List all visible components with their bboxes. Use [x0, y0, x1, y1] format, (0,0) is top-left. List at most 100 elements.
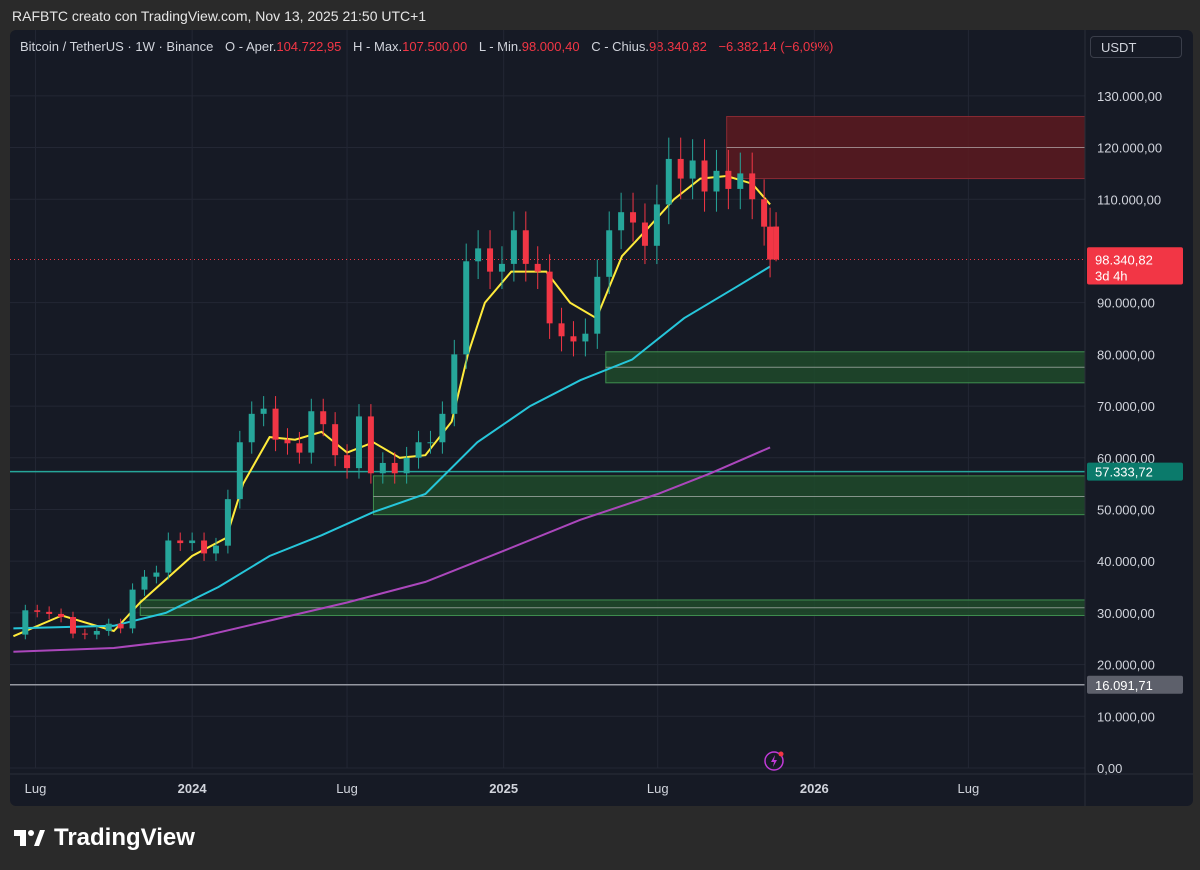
candle-body	[767, 226, 774, 260]
candle-body	[296, 443, 303, 453]
y-tick-label: 90.000,00	[1097, 296, 1155, 311]
y-tick-label: 110.000,00	[1097, 192, 1161, 207]
candle-body	[272, 408, 279, 440]
candle-body	[58, 613, 65, 618]
candle-body	[570, 336, 577, 342]
candle-body	[391, 462, 398, 474]
candle-body	[606, 230, 613, 277]
candle-body	[93, 630, 100, 635]
chart-panel[interactable]: Bitcoin / TetherUS · 1W · Binance O - Ap…	[10, 30, 1193, 806]
candle-body	[165, 540, 172, 573]
brand-name: TradingView	[54, 824, 195, 851]
alert-dot	[778, 751, 784, 757]
moving-average-line	[13, 174, 771, 638]
candle-body	[451, 354, 458, 414]
candle-body	[546, 271, 553, 324]
candle-body	[487, 248, 494, 272]
alert-lightning-icon	[764, 751, 784, 771]
candle-body	[582, 333, 589, 342]
candle-body	[355, 416, 362, 469]
y-tick-label: 70.000,00	[1097, 399, 1155, 414]
candle-body	[463, 261, 470, 355]
x-tick-label: 2026	[800, 781, 829, 796]
close-value: 98.340,82	[649, 39, 707, 54]
tradingview-brand[interactable]: TradingView	[12, 824, 195, 852]
candle-body	[725, 170, 732, 189]
tradingview-logo-icon	[14, 830, 45, 846]
candle-body	[236, 442, 243, 500]
open-value: 104.722,95	[276, 39, 342, 54]
y-tick-label: 0,00	[1097, 761, 1122, 776]
candle-body	[534, 263, 541, 272]
candle-body	[689, 160, 696, 179]
moving-average-line	[13, 265, 771, 630]
candle-body	[630, 212, 637, 223]
candle-body	[475, 248, 482, 262]
candle-body	[653, 204, 660, 246]
candle-body	[677, 158, 684, 179]
open-label: O - Aper.	[225, 39, 277, 54]
price-badge-label: 16.091,71	[1095, 678, 1153, 693]
zone-green	[372, 475, 1086, 516]
x-tick-label: Lug	[25, 781, 47, 796]
candle-body	[713, 170, 720, 192]
candle-body	[332, 424, 339, 456]
candle-body	[129, 589, 136, 629]
candle-body	[248, 413, 255, 443]
candle-body	[618, 212, 625, 231]
price-badge	[1087, 675, 1183, 694]
candle-body	[141, 576, 148, 590]
candle-body	[403, 457, 410, 474]
candle-body	[701, 160, 708, 192]
candle-body	[212, 545, 219, 554]
candle-body	[81, 633, 88, 635]
price-badge	[1087, 462, 1183, 481]
y-tick-label: 20.000,00	[1097, 658, 1155, 673]
x-tick-label: Lug	[336, 781, 358, 796]
close-label: C - Chius.	[591, 39, 649, 54]
candle-body	[439, 413, 446, 443]
moving-average-line	[13, 446, 771, 653]
candle-body	[153, 572, 160, 577]
candle-body	[510, 230, 517, 264]
y-tick-label: 10.000,00	[1097, 709, 1155, 724]
candle-body	[737, 173, 744, 189]
y-tick-label: 40.000,00	[1097, 554, 1155, 569]
currency-button[interactable]: USDT	[1090, 36, 1182, 58]
candle-body	[641, 222, 648, 246]
high-value: 107.500,00	[402, 39, 468, 54]
candle-body	[498, 263, 505, 272]
lightning-bolt	[771, 755, 777, 767]
candle-body	[46, 611, 53, 614]
candle-body	[558, 323, 565, 337]
x-tick-label: 2024	[178, 781, 208, 796]
candle-body	[105, 623, 112, 631]
candle-body	[522, 230, 529, 264]
candle-body	[117, 623, 124, 629]
last-candle-body	[773, 226, 780, 260]
candle-body	[427, 442, 434, 444]
low-value: 98.000,40	[521, 39, 580, 54]
price-chart[interactable]: 0,00 10.000,00 20.000,00 30.000,00 40.000,00…	[10, 30, 1193, 806]
candle-body	[308, 411, 315, 453]
candle-body	[34, 610, 41, 612]
y-tick-label: 80.000,00	[1097, 347, 1155, 362]
y-tick-label: 30.000,00	[1097, 606, 1155, 621]
candle-body	[189, 540, 196, 544]
candle-body	[415, 442, 422, 458]
y-tick-label: 50.000,00	[1097, 502, 1155, 517]
x-tick-label: Lug	[647, 781, 669, 796]
high-label: H - Max.	[353, 39, 403, 54]
price-badge	[1087, 250, 1183, 285]
low-label: L - Min.	[478, 39, 522, 54]
candle-body	[260, 408, 267, 414]
candle-body	[69, 617, 76, 634]
symbol-label[interactable]: Bitcoin / TetherUS · 1W · Binance	[20, 39, 214, 54]
price-badge-label: 98.340,82	[1095, 253, 1153, 268]
change-value: −6.382,14 (−6,09%)	[718, 39, 834, 54]
candle-body	[665, 158, 672, 205]
candle-body	[367, 416, 374, 474]
candle-body	[177, 540, 184, 544]
candle-body	[201, 540, 208, 554]
candle-body	[761, 199, 768, 227]
